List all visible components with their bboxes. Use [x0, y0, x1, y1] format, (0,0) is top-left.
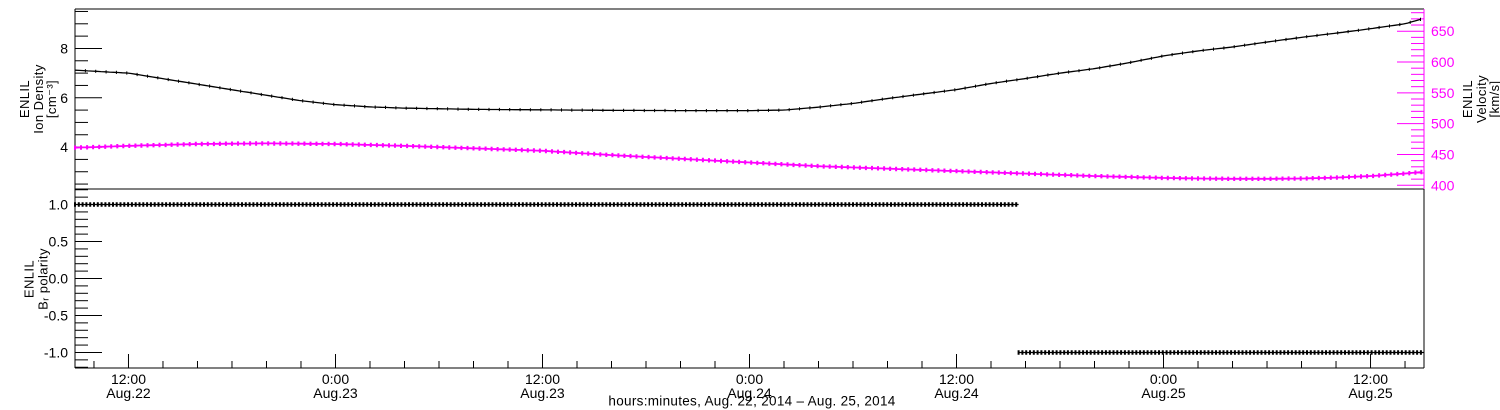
- tick-label: Aug.25: [1348, 385, 1393, 401]
- density-axis-title-line: ENLIL: [16, 79, 32, 119]
- polarity-axis-title: ENLIL Bᵣ polarity: [21, 248, 51, 310]
- density-curve: [74, 17, 1421, 113]
- polarity-axis-title-line: ENLIL: [21, 259, 37, 299]
- polarity-axis-ticks: -1.0 -0.5 0.0 0.5 1.0: [44, 189, 102, 368]
- velocity-axis-title-line: Velocity: [1473, 74, 1489, 124]
- tick-label: 1.0: [49, 197, 69, 213]
- velocity-axis-ticks: 400 450 500 550 600 650: [1397, 12, 1455, 193]
- polarity-axis-title-line: Bᵣ polarity: [35, 248, 50, 310]
- tick-label: 600: [1431, 54, 1455, 70]
- density-axis-ticks: 4 6 8: [60, 10, 102, 185]
- tick-label: 4: [60, 139, 68, 155]
- tick-label: -1.0: [44, 344, 68, 360]
- tick-label: 12:00: [1353, 371, 1388, 387]
- velocity-axis-title: ENLIL Velocity [km/s]: [1459, 74, 1500, 124]
- tick-label: 400: [1431, 177, 1455, 193]
- tick-label: Aug.23: [520, 385, 565, 401]
- tick-label: 550: [1431, 85, 1455, 101]
- density-axis-title: ENLIL Ion Density [cm⁻³]: [16, 64, 59, 134]
- tick-label: 0:00: [1150, 371, 1177, 387]
- velocity-axis-title-line: [km/s]: [1486, 80, 1500, 118]
- panel-frames: [74, 8, 1425, 369]
- tick-label: Aug.24: [727, 385, 772, 401]
- tick-label: 0.5: [49, 234, 69, 250]
- tick-label: -0.5: [44, 307, 68, 323]
- tick-label: 12:00: [939, 371, 974, 387]
- tick-label: 650: [1431, 23, 1455, 39]
- density-axis-title-line: Ion Density: [30, 64, 46, 134]
- velocity-curve: [74, 141, 1423, 181]
- density-axis-title-line: [cm⁻³]: [43, 79, 59, 119]
- tick-label: 500: [1431, 116, 1455, 132]
- tick-label: 12:00: [525, 371, 560, 387]
- velocity-axis-title-line: ENLIL: [1459, 79, 1475, 119]
- x-axis-title: hours:minutes, Aug. 22, 2014 – Aug. 25, …: [608, 393, 896, 409]
- tick-label: 0:00: [736, 371, 763, 387]
- tick-label: Aug.24: [934, 385, 979, 401]
- tick-label: Aug.25: [1141, 385, 1186, 401]
- polarity-series: [74, 202, 1424, 355]
- tick-label: 0:00: [322, 371, 349, 387]
- tick-label: 0.0: [49, 271, 69, 287]
- tick-label: Aug.22: [106, 385, 151, 401]
- x-axis-ticks: 12:00Aug.220:00Aug.2312:00Aug.230:00Aug.…: [93, 354, 1406, 401]
- tick-label: 8: [60, 40, 68, 56]
- tick-label: 450: [1431, 146, 1455, 162]
- tick-label: 6: [60, 90, 68, 106]
- tick-label: 12:00: [111, 371, 146, 387]
- tick-label: Aug.23: [313, 385, 358, 401]
